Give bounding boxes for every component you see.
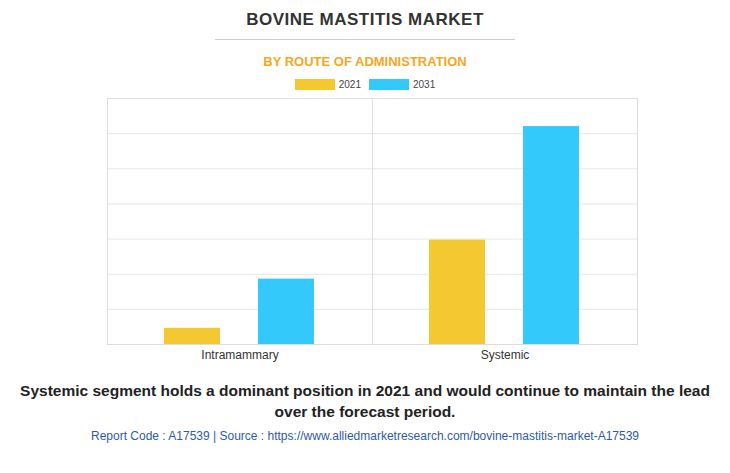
html-text:BOVINE MASTITIS MARKET: BOVINE MASTITIS MARKET bbox=[246, 10, 484, 29]
svg-text:Systemic: Systemic bbox=[481, 348, 530, 362]
html-text:2031: 2031 bbox=[413, 78, 436, 90]
html-text:Report Code : A17539 | Source: Report Code : A17539 | Source : https://… bbox=[91, 429, 639, 443]
html-text:2021: 2021 bbox=[338, 78, 361, 90]
svg-text:Intramammary: Intramammary bbox=[201, 348, 278, 362]
html-text:BY ROUTE OF ADMINISTRATION: BY ROUTE OF ADMINISTRATION bbox=[263, 54, 467, 69]
html-text:Systemic segment holds a domin: Systemic segment holds a dominant positi… bbox=[20, 382, 710, 420]
